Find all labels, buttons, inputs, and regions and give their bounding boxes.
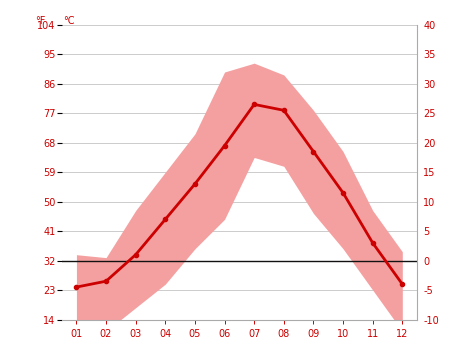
Text: °C: °C — [63, 16, 74, 26]
Text: °F: °F — [35, 16, 46, 26]
